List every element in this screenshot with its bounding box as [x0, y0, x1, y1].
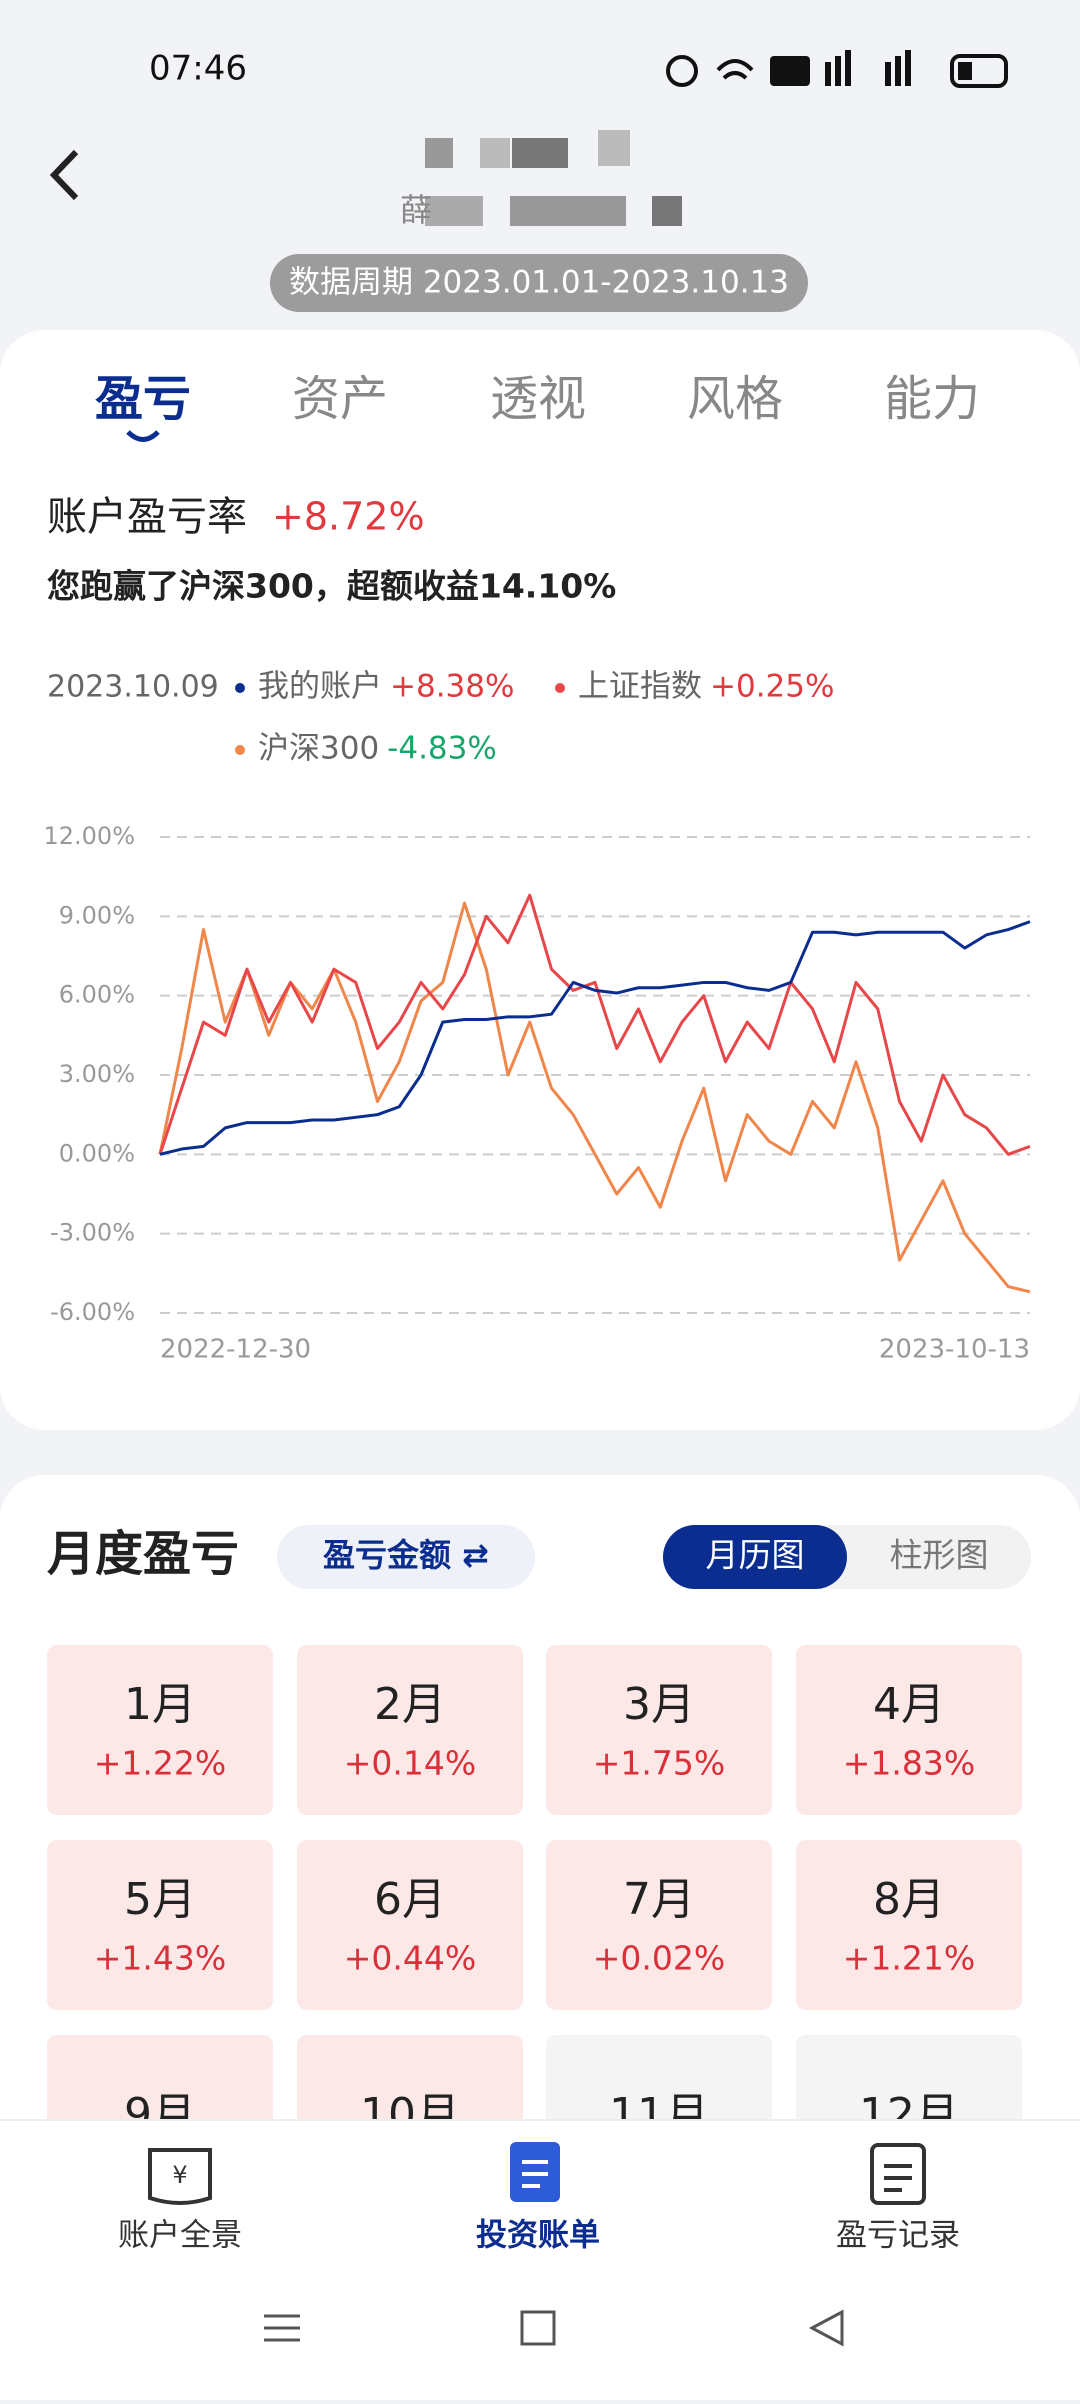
y-tick-label: 12.00% — [43, 822, 135, 850]
tab[interactable]: 风格 — [687, 371, 783, 427]
summary-label: 账户盈亏率 — [47, 494, 247, 540]
toggle-option[interactable]: 月历图 — [706, 1536, 805, 1575]
month-label: 6月 — [374, 1874, 446, 1925]
month-value: +1.21% — [843, 1939, 975, 1978]
svg-text:¥: ¥ — [172, 2161, 187, 2189]
legend-value: -4.83% — [387, 731, 497, 767]
tab[interactable]: 资产 — [292, 371, 388, 427]
metric-label[interactable]: 盈亏金额 ⇄ — [323, 1536, 489, 1574]
toggle-option[interactable]: 柱形图 — [890, 1536, 989, 1575]
name-fragment: 薛 — [400, 191, 432, 229]
legend-dot — [235, 683, 245, 693]
legend-name: 我的账户 — [258, 669, 382, 705]
y-tick-label: 9.00% — [59, 901, 135, 929]
month-cell[interactable] — [297, 1840, 523, 2010]
month-cell[interactable] — [546, 1645, 772, 1815]
series-line — [158, 901, 1031, 1294]
period: 数据周期 2023.01.01-2023.10.13 — [289, 265, 789, 301]
month-value: +1.83% — [843, 1744, 975, 1783]
month-value: +0.44% — [344, 1939, 476, 1978]
tab[interactable]: 能力 — [884, 371, 980, 427]
month-label: 3月 — [623, 1679, 695, 1730]
status-icons — [666, 50, 1008, 88]
period-pill — [270, 254, 808, 312]
month-cell[interactable] — [47, 1840, 273, 2010]
nav-label[interactable]: 账户全景 — [118, 2218, 242, 2254]
back-button[interactable] — [49, 149, 79, 201]
month-label: 8月 — [873, 1874, 945, 1925]
month-cell[interactable] — [297, 1645, 523, 1815]
y-tick-label: 6.00% — [59, 981, 135, 1009]
month-label: 5月 — [124, 1874, 196, 1925]
y-tick-label: 0.00% — [59, 1139, 135, 1167]
month-cell[interactable] — [546, 1840, 772, 2010]
nav-icons: ¥ — [148, 2142, 926, 2347]
legend-value: +0.25% — [710, 669, 834, 705]
summary-note: 您跑赢了沪深300，超额收益14.10% — [47, 567, 616, 606]
x-tick-label: 2022-12-30 — [160, 1335, 311, 1365]
tab[interactable]: 透视 — [490, 371, 586, 427]
series-line — [159, 920, 1031, 1156]
legend-name: 沪深300 — [258, 731, 379, 767]
month-label: 2月 — [374, 1679, 446, 1730]
month-label: 1月 — [124, 1679, 196, 1730]
legend-dot — [555, 683, 565, 693]
month-label: 4月 — [873, 1679, 945, 1730]
month-cell[interactable] — [796, 1840, 1022, 2010]
x-tick-label: 2023-10-13 — [879, 1335, 1030, 1365]
tab-indicator — [126, 430, 160, 442]
y-tick-label: 3.00% — [59, 1060, 135, 1088]
month-value: +0.02% — [593, 1939, 725, 1978]
legend-date: 2023.10.09 — [47, 670, 219, 705]
y-tick-label: -6.00% — [50, 1298, 135, 1326]
month-cell[interactable] — [47, 1645, 273, 1815]
nav-label[interactable]: 盈亏记录 — [836, 2218, 960, 2254]
month-value: +1.43% — [94, 1939, 226, 1978]
toggle-active — [663, 1525, 847, 1589]
summary-value: +8.72% — [272, 495, 425, 539]
blurred-name — [425, 130, 682, 226]
month-cell[interactable] — [796, 1645, 1022, 1815]
metric-pill[interactable] — [277, 1525, 535, 1589]
legend-name: 上证指数 — [578, 669, 702, 705]
month-value: +1.22% — [94, 1744, 226, 1783]
monthly-title: 月度盈亏 — [47, 1526, 239, 1582]
nav-label[interactable]: 投资账单 — [476, 2218, 600, 2254]
tab[interactable]: 盈亏 — [95, 371, 191, 427]
legend-value: +8.38% — [390, 669, 514, 705]
status-time: 07:46 — [149, 49, 247, 89]
legend-dot — [235, 745, 245, 755]
series-line — [158, 893, 1031, 1156]
y-tick-label: -3.00% — [50, 1219, 135, 1247]
month-value: +1.75% — [593, 1744, 725, 1783]
month-label: 7月 — [623, 1874, 695, 1925]
month-value: +0.14% — [344, 1744, 476, 1783]
